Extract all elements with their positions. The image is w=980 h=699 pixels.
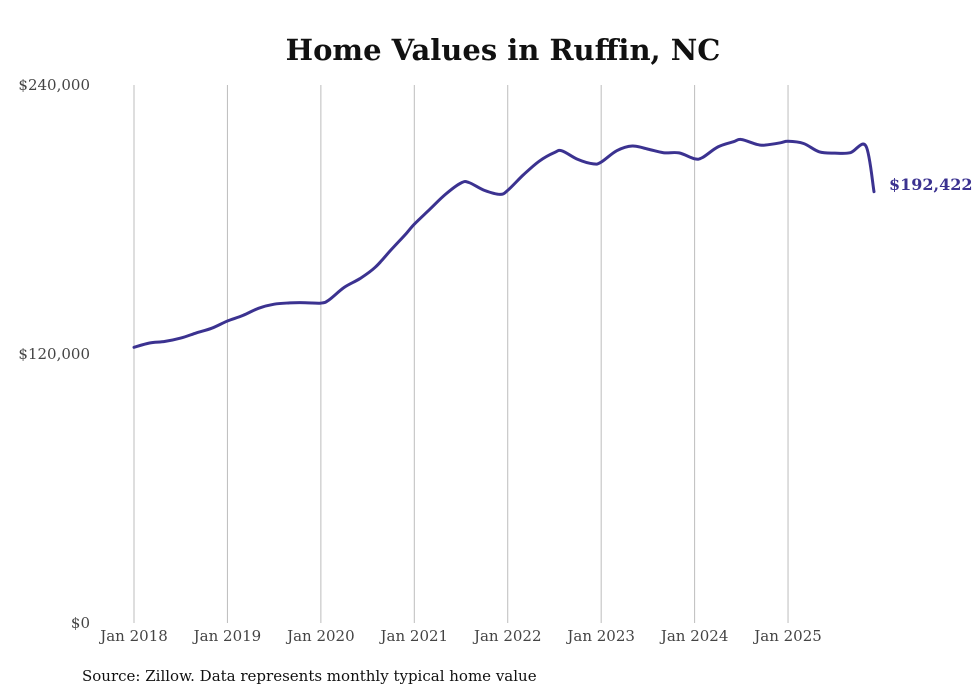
x-axis-ticks: Jan 2018 Jan 2019 Jan 2020 Jan 2021 Jan 2022… (98, 627, 822, 645)
series-line-home-value (132, 137, 876, 349)
x-tick-label: Jan 2019 (192, 627, 262, 645)
x-tick-label: Jan 2022 (472, 627, 542, 645)
x-tick-label: Jan 2025 (752, 627, 822, 645)
x-tick-label: Jan 2024 (659, 627, 729, 645)
y-tick-label: $240,000 (18, 76, 90, 94)
x-tick-label: Jan 2018 (98, 627, 168, 645)
x-tick-label: Jan 2023 (565, 627, 635, 645)
end-value-label: $192,422 (889, 175, 973, 194)
x-tick-label: Jan 2020 (285, 627, 355, 645)
y-tick-label: $0 (71, 614, 90, 632)
x-tick-label: Jan 2021 (379, 627, 449, 645)
y-axis-ticks: $0 $120,000 $240,000 (18, 76, 90, 632)
chart-title: Home Values in Ruffin, NC (286, 33, 721, 67)
y-tick-label: $120,000 (18, 345, 90, 363)
source-note: Source: Zillow. Data represents monthly … (82, 667, 537, 685)
grid-lines (133, 85, 789, 623)
